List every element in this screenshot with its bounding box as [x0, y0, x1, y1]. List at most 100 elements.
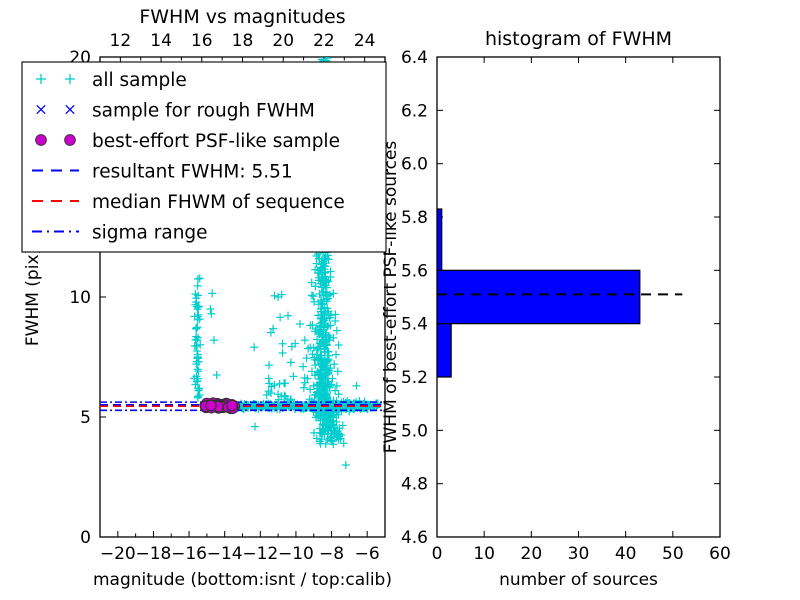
scatter-point-plus — [334, 410, 343, 419]
psf-sample-point — [226, 399, 238, 412]
scatter-point-plus — [317, 314, 326, 323]
scatter-point-plus — [310, 355, 319, 364]
legend-item-label: best-effort PSF-like sample — [92, 131, 340, 152]
scatter-point-plus — [318, 359, 327, 368]
scatter-point-plus — [300, 336, 309, 345]
top-tick-label: 24 — [354, 31, 376, 51]
hist-y-tick-label: 6.4 — [401, 48, 428, 68]
scatter-point-plus — [280, 391, 289, 400]
scatter-point-plus — [193, 365, 202, 374]
scatter-point-plus — [191, 380, 200, 389]
scatter-point-plus — [323, 304, 332, 313]
scatter-point-plus — [296, 319, 305, 328]
scatter-point-plus — [299, 383, 308, 392]
left-xlabel: magnitude (bottom:isnt / top:calib) — [93, 570, 392, 590]
scatter-point-plus — [190, 312, 199, 321]
scatter-point-plus — [312, 259, 321, 268]
scatter-point-plus — [318, 360, 327, 369]
x-tick-label: −8 — [319, 544, 344, 564]
hist-y-tick-label: 5.0 — [401, 421, 428, 441]
hist-x-tick-label: 30 — [568, 544, 590, 564]
scatter-point-plus — [336, 434, 345, 443]
scatter-point-plus — [289, 372, 298, 381]
scatter-point-plus — [195, 384, 204, 393]
scatter-point-plus — [265, 361, 274, 370]
scatter-point-plus — [318, 420, 327, 429]
scatter-point-plus — [339, 439, 348, 448]
legend-item: best-effort PSF-like sample — [35, 131, 340, 152]
legend-box — [21, 61, 387, 253]
hist-x-tick-label: 40 — [615, 544, 637, 564]
scatter-point-plus — [299, 362, 308, 371]
right-x-axis: 0 10 20 30 40 50 60 number of sources histogram … — [432, 28, 731, 590]
x-tick-label: −16 — [171, 544, 207, 564]
scatter-point-plus — [306, 321, 315, 330]
scatter-point-plus — [269, 324, 278, 333]
histogram-bar — [437, 269, 641, 325]
legend-item-label: resultant FWHM: 5.51 — [92, 162, 293, 183]
histogram-bar — [437, 323, 452, 378]
scatter-point-plus — [324, 294, 333, 303]
hist-x-tick-label: 0 — [432, 544, 443, 564]
scatter-point-plus — [320, 275, 329, 284]
scatter-point-plus — [307, 291, 316, 300]
top-tick-label: 14 — [150, 31, 172, 51]
right-plot-title: histogram of FWHM — [485, 28, 672, 50]
scatter-point-plus — [317, 307, 326, 316]
scatter-point-plus — [317, 382, 326, 391]
scatter-point-plus — [332, 396, 341, 405]
scatter-point-plus — [330, 360, 339, 369]
hist-x-tick-label: 20 — [521, 544, 543, 564]
scatter-point-plus — [192, 357, 201, 366]
scatter-point-plus — [325, 313, 334, 322]
scatter-point-plus — [210, 336, 218, 345]
scatter-point-plus — [192, 372, 201, 381]
hist-y-tick-label: 6.2 — [401, 101, 428, 121]
y-tick-label: 5 — [80, 408, 91, 428]
x-tick-label: −12 — [242, 544, 278, 564]
scatter-point-plus — [284, 311, 293, 320]
scatter-point-plus — [332, 350, 341, 359]
top-tick-label: 12 — [110, 31, 132, 51]
scatter-point-plus — [326, 273, 335, 282]
scatter-point-plus — [343, 397, 352, 406]
scatter-point-plus — [277, 290, 286, 299]
scatter-point-plus — [276, 313, 285, 322]
scatter-point-plus — [193, 323, 202, 332]
cross-icon — [36, 104, 46, 115]
y-tick-label: 0 — [80, 528, 91, 548]
scatter-point-plus — [194, 291, 203, 300]
x-tick-label: −6 — [355, 544, 380, 564]
scatter-point-plus — [193, 350, 202, 359]
scatter-point-plus — [331, 386, 340, 395]
scatter-point-plus — [194, 367, 203, 376]
x-tick-label: −10 — [278, 544, 314, 564]
top-tick-label: 16 — [191, 31, 213, 51]
x-tick-label: −20 — [100, 544, 136, 564]
left-top-axis: 12 14 16 18 20 22 24 FWHM vs magnitudes — [99, 6, 386, 63]
y-tick-label: 10 — [69, 288, 91, 308]
scatter-point-plus — [332, 381, 341, 390]
scatter-point-plus — [305, 395, 314, 404]
legend-item-label: all sample — [92, 70, 187, 91]
scatter-point-plus — [192, 342, 201, 351]
scatter-point-plus — [194, 310, 203, 319]
scatter-point-plus — [195, 274, 204, 283]
scatter-point-plus — [250, 422, 259, 431]
scatter-point-plus — [212, 371, 221, 379]
scatter-point-plus — [316, 328, 325, 337]
scatter-point-plus — [324, 425, 333, 434]
legend-item: median FHWM of sequence — [32, 192, 345, 213]
scatter-point-plus — [329, 412, 338, 421]
scatter-point-plus — [266, 328, 275, 337]
scatter-point-plus — [307, 278, 316, 287]
scatter-point-plus — [333, 367, 342, 376]
hist-x-tick-label: 10 — [473, 544, 495, 564]
cross-icon — [65, 104, 75, 115]
left-bottom-axis: −20 −18 −16 −14 −12 −10 −8 −6 magnitude (bottom:… — [93, 531, 392, 590]
hist-x-tick-label: 50 — [662, 544, 684, 564]
scatter-point-plus — [324, 309, 333, 318]
right-xlabel: number of sources — [499, 570, 658, 590]
